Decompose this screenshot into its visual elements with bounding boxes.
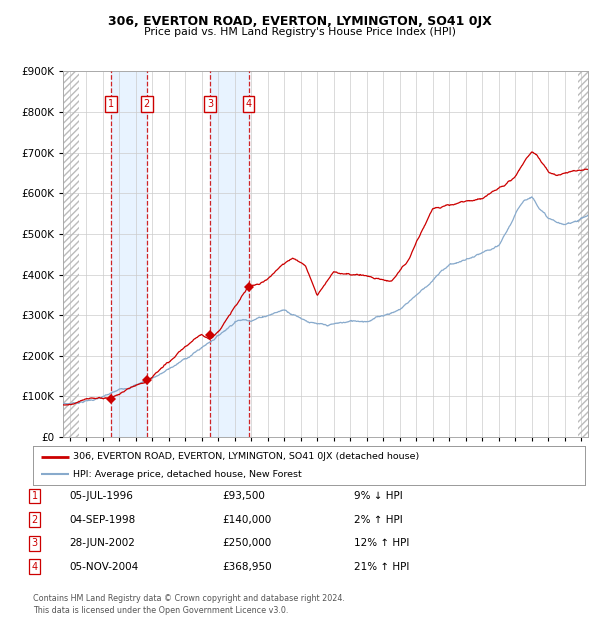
Text: £368,950: £368,950: [222, 562, 272, 572]
Text: 1: 1: [32, 491, 38, 501]
Text: 4: 4: [245, 99, 251, 109]
Text: Price paid vs. HM Land Registry's House Price Index (HPI): Price paid vs. HM Land Registry's House …: [144, 27, 456, 37]
Text: 05-JUL-1996: 05-JUL-1996: [69, 491, 133, 501]
Text: 12% ↑ HPI: 12% ↑ HPI: [354, 538, 409, 548]
Text: 05-NOV-2004: 05-NOV-2004: [69, 562, 138, 572]
Text: £250,000: £250,000: [222, 538, 271, 548]
Text: 3: 3: [32, 538, 38, 548]
Bar: [578, 71, 588, 437]
Text: 28-JUN-2002: 28-JUN-2002: [69, 538, 135, 548]
Bar: [63, 71, 79, 437]
Text: 2: 2: [32, 515, 38, 525]
Text: Contains HM Land Registry data © Crown copyright and database right 2024.
This d: Contains HM Land Registry data © Crown c…: [33, 594, 345, 615]
Text: 21% ↑ HPI: 21% ↑ HPI: [354, 562, 409, 572]
Text: 4: 4: [32, 562, 38, 572]
Text: HPI: Average price, detached house, New Forest: HPI: Average price, detached house, New …: [73, 470, 301, 479]
Text: 9% ↓ HPI: 9% ↓ HPI: [354, 491, 403, 501]
Text: 1: 1: [108, 99, 114, 109]
Bar: [63, 71, 79, 437]
Bar: [111, 71, 147, 437]
Bar: [210, 71, 248, 437]
Bar: [578, 71, 588, 437]
Text: 3: 3: [207, 99, 213, 109]
Text: 04-SEP-1998: 04-SEP-1998: [69, 515, 135, 525]
Text: £93,500: £93,500: [222, 491, 265, 501]
Text: £140,000: £140,000: [222, 515, 271, 525]
Text: 306, EVERTON ROAD, EVERTON, LYMINGTON, SO41 0JX: 306, EVERTON ROAD, EVERTON, LYMINGTON, S…: [108, 16, 492, 28]
Text: 2: 2: [143, 99, 150, 109]
Text: 2% ↑ HPI: 2% ↑ HPI: [354, 515, 403, 525]
Text: 306, EVERTON ROAD, EVERTON, LYMINGTON, SO41 0JX (detached house): 306, EVERTON ROAD, EVERTON, LYMINGTON, S…: [73, 452, 419, 461]
